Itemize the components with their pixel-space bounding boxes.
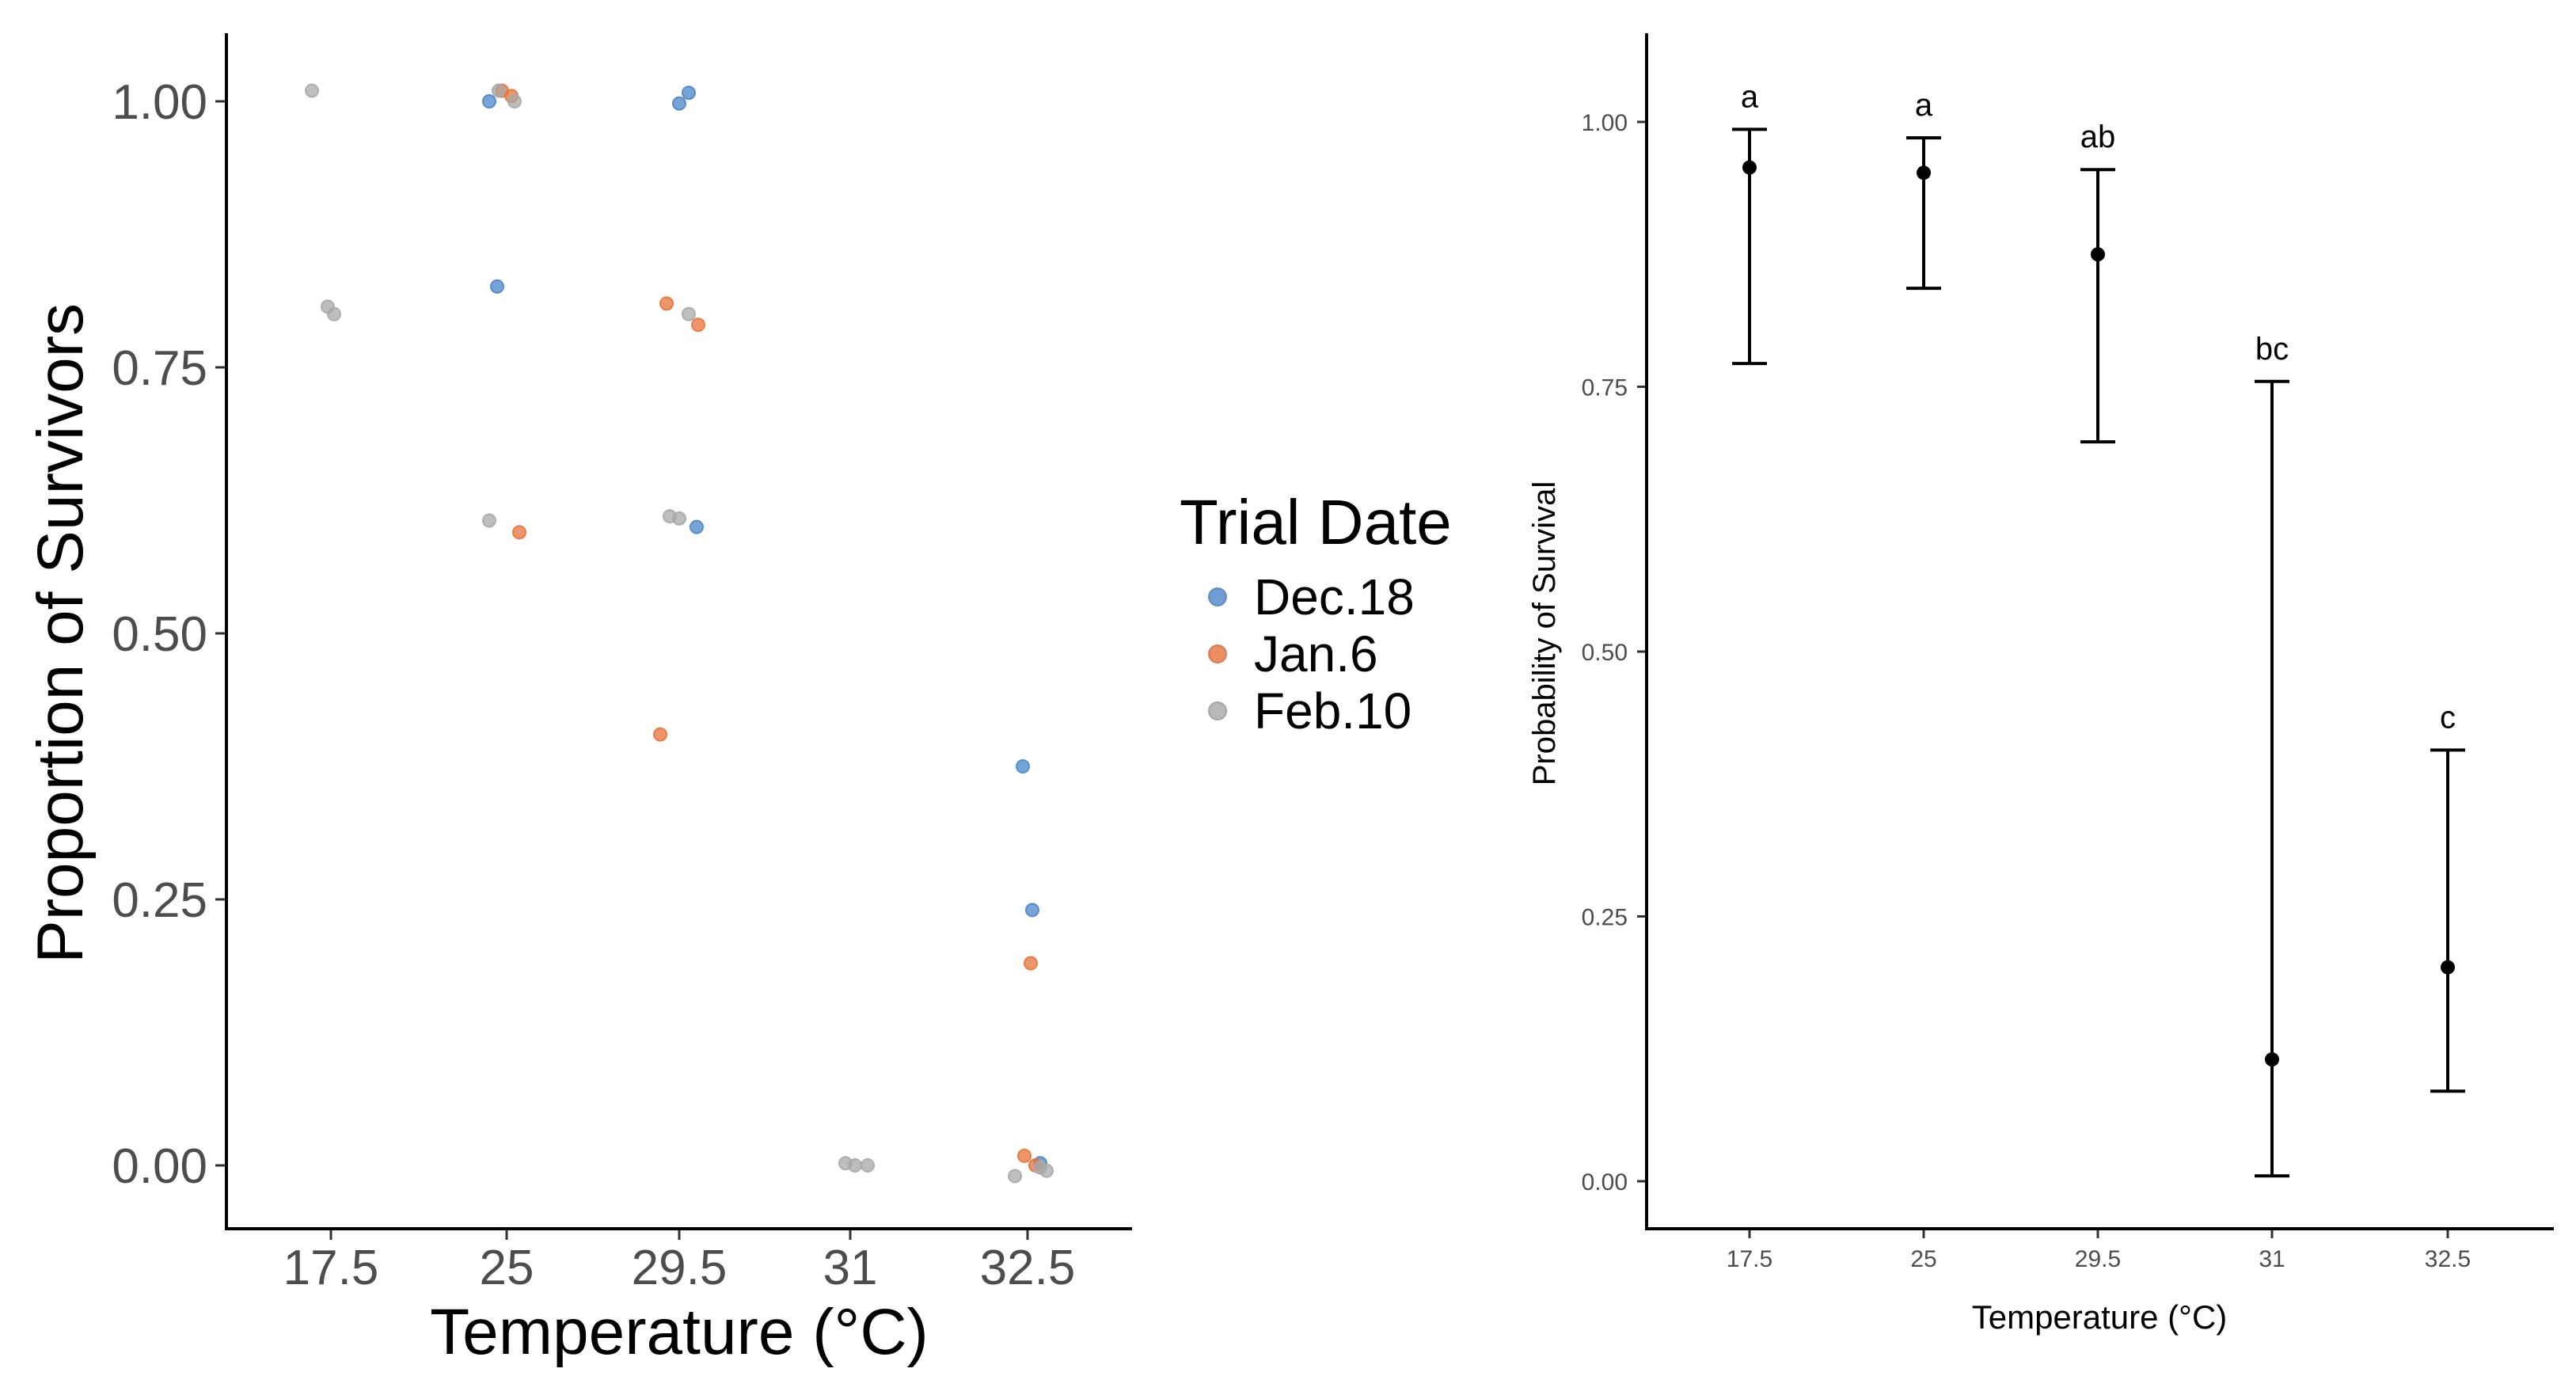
legend-dot-feb10 <box>1208 701 1227 720</box>
significance-label: bc <box>2255 332 2289 367</box>
legend-item-jan6: Jan.6 <box>1180 625 1452 682</box>
data-point-jan6 <box>1024 956 1038 971</box>
right-x-tick-label: 31 <box>2259 1246 2285 1272</box>
data-point-feb10 <box>848 1158 862 1173</box>
significance-label: ab <box>2080 120 2116 154</box>
right-data-marks: a a ab bc c <box>1732 79 2465 1178</box>
right-x-ticks: 17.5 25 29.5 31 32.5 <box>1727 1229 2471 1272</box>
legend-item-dec18: Dec.18 <box>1180 568 1452 625</box>
right-x-tick-label: 32.5 <box>2425 1246 2471 1272</box>
data-point-feb10 <box>321 299 335 314</box>
data-point-dec18 <box>490 279 504 294</box>
left-y-tick-label: 0.00 <box>112 1139 207 1194</box>
right-y-axis-label: Probability of Survival <box>1527 481 1562 786</box>
left-y-tick-label: 0.75 <box>112 341 207 396</box>
left-y-axis-label: Proportion of Survivors <box>25 303 97 964</box>
left-x-tick-label: 25 <box>480 1241 534 1295</box>
mean-point <box>1917 165 1931 181</box>
data-point-dec18 <box>672 96 686 111</box>
left-data-points <box>305 83 1054 1184</box>
data-point-jan6 <box>1017 1148 1032 1163</box>
right-x-axis-label: Temperature (°C) <box>1972 1298 2228 1336</box>
right-y-tick-label: 1.00 <box>1582 110 1628 136</box>
significance-label: a <box>1915 88 1933 123</box>
mean-point <box>2441 960 2455 975</box>
data-point-feb10 <box>1008 1169 1022 1184</box>
data-point-feb10 <box>672 511 686 526</box>
right-x-tick-label: 17.5 <box>1727 1246 1772 1272</box>
data-point-feb10 <box>861 1158 875 1173</box>
right-x-tick-label: 25 <box>1910 1246 1936 1272</box>
left-x-tick-label: 31 <box>823 1241 878 1295</box>
right-y-tick-label: 0.00 <box>1582 1169 1628 1195</box>
legend-label-jan6: Jan.6 <box>1254 625 1378 682</box>
right-y-ticks: 0.00 0.25 0.50 0.75 1.00 <box>1582 110 1647 1195</box>
data-point-dec18 <box>690 519 704 534</box>
data-point-jan6 <box>691 317 705 333</box>
legend-label-feb10: Feb.10 <box>1254 682 1412 739</box>
left-x-tick-label: 29.5 <box>632 1241 728 1295</box>
mean-point <box>1742 160 1757 175</box>
data-point-feb10 <box>492 83 506 98</box>
mean-point <box>2265 1052 2279 1067</box>
significance-label: c <box>2440 700 2456 735</box>
data-point-dec18 <box>482 94 496 108</box>
right-y-tick-label: 0.75 <box>1582 375 1628 401</box>
data-point-dec18 <box>1025 903 1039 918</box>
left-y-tick-label: 1.00 <box>112 75 207 130</box>
left-x-ticks: 17.5 25 29.5 31 32.5 <box>283 1229 1076 1295</box>
mean-point <box>2091 247 2105 262</box>
data-point-dec18 <box>1016 759 1030 774</box>
data-point-jan6 <box>653 727 667 742</box>
right-y-tick-label: 0.50 <box>1582 640 1628 666</box>
data-point-feb10 <box>482 513 496 528</box>
significance-label: a <box>1741 79 1759 114</box>
left-y-tick-label: 0.50 <box>112 607 207 662</box>
legend-dot-jan6 <box>1208 644 1227 663</box>
left-x-tick-label: 32.5 <box>980 1241 1076 1295</box>
data-point-jan6 <box>512 525 526 540</box>
legend: Trial Date Dec.18 Jan.6 Feb.10 <box>1180 487 1452 740</box>
data-point-feb10 <box>305 83 319 98</box>
legend-title: Trial Date <box>1180 487 1452 557</box>
legend-label-dec18: Dec.18 <box>1254 568 1415 625</box>
left-x-axis-label: Temperature (°C) <box>430 1296 929 1368</box>
left-x-tick-label: 17.5 <box>283 1241 379 1295</box>
left-y-tick-label: 0.25 <box>112 873 207 928</box>
data-point-feb10 <box>507 94 522 108</box>
legend-dot-dec18 <box>1208 587 1227 606</box>
left-y-ticks: 0.00 0.25 0.50 0.75 1.00 <box>112 75 226 1194</box>
data-point-dec18 <box>682 86 696 101</box>
right-x-tick-label: 29.5 <box>2075 1246 2121 1272</box>
data-point-feb10 <box>1039 1163 1054 1178</box>
survivors-scatter-chart: 0.00 0.25 0.50 0.75 1.00 17.5 25 29.5 31 32.5 Te… <box>25 33 1132 1368</box>
data-point-jan6 <box>659 296 674 311</box>
right-y-tick-label: 0.25 <box>1582 905 1628 931</box>
legend-item-feb10: Feb.10 <box>1180 682 1452 739</box>
data-point-feb10 <box>682 306 696 321</box>
